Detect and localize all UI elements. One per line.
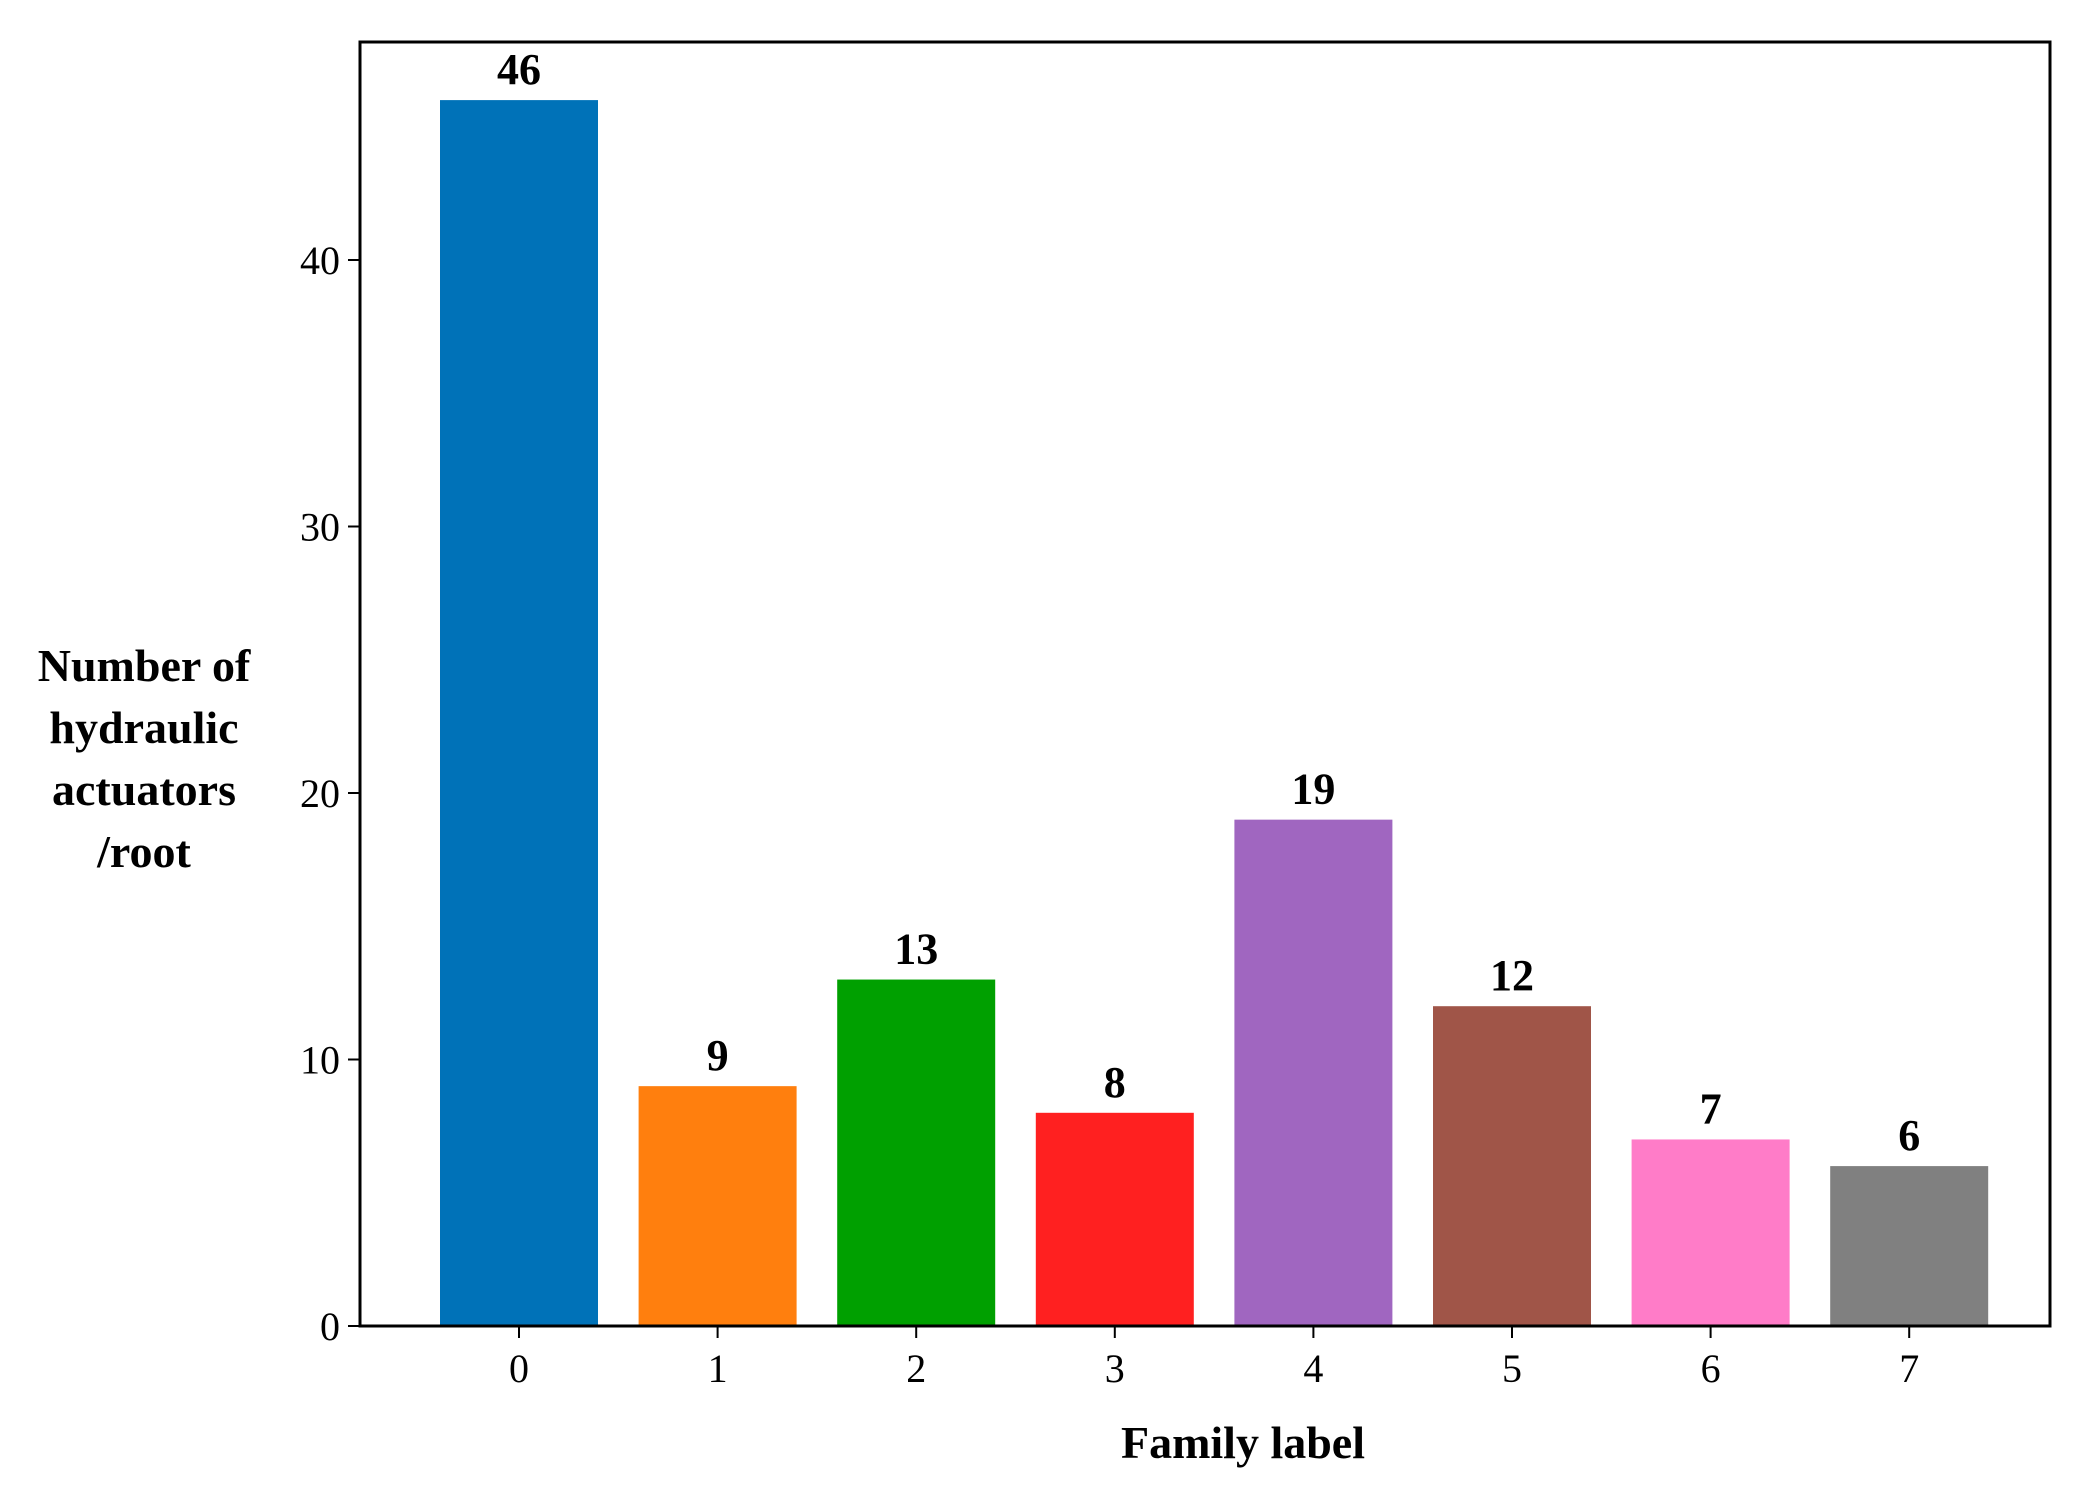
x-tick-label-3: 3 bbox=[1105, 1346, 1125, 1391]
y-axis: 0 10 20 30 40 bbox=[300, 238, 360, 1349]
x-tick-label-2: 2 bbox=[906, 1346, 926, 1391]
y-axis-title-line-1: Number of bbox=[38, 640, 251, 691]
y-tick-label-20: 20 bbox=[300, 771, 340, 816]
bar-3 bbox=[1035, 1112, 1194, 1326]
data-label-6: 7 bbox=[1700, 1084, 1722, 1133]
x-tick-label-4: 4 bbox=[1303, 1346, 1323, 1391]
bar-7 bbox=[1830, 1166, 1989, 1326]
data-label-3: 8 bbox=[1104, 1058, 1126, 1107]
y-tick-label-30: 30 bbox=[300, 505, 340, 550]
data-labels-group: 46 9 13 8 19 12 7 6 bbox=[497, 45, 1920, 1160]
bar-5 bbox=[1433, 1006, 1591, 1326]
plot-frame bbox=[358, 40, 2052, 1328]
x-tick-label-7: 7 bbox=[1899, 1346, 1919, 1391]
y-axis-title-line-4: /root bbox=[96, 826, 191, 877]
y-tick-label-40: 40 bbox=[300, 238, 340, 283]
data-label-0: 46 bbox=[497, 45, 541, 94]
data-label-7: 6 bbox=[1898, 1111, 1920, 1160]
data-label-1: 9 bbox=[707, 1031, 729, 1080]
y-axis-title-line-3: actuators bbox=[52, 764, 236, 815]
bar-1 bbox=[638, 1086, 797, 1326]
x-axis: 0 1 2 3 4 5 6 7 bbox=[509, 1326, 1919, 1391]
data-label-5: 12 bbox=[1490, 951, 1534, 1000]
bar-6 bbox=[1631, 1139, 1790, 1326]
x-tick-label-0: 0 bbox=[509, 1346, 529, 1391]
bar-4 bbox=[1234, 819, 1393, 1326]
data-label-4: 19 bbox=[1291, 765, 1335, 814]
y-axis-title: Number of hydraulic actuators/root bbox=[38, 640, 251, 877]
y-tick-label-10: 10 bbox=[300, 1038, 340, 1083]
data-label-2: 13 bbox=[894, 925, 938, 974]
y-tick-label-0: 0 bbox=[320, 1304, 340, 1349]
bar-2 bbox=[837, 979, 996, 1326]
x-tick-label-5: 5 bbox=[1502, 1346, 1522, 1391]
bar-0 bbox=[440, 100, 598, 1327]
y-axis-title-line-2: hydraulic bbox=[49, 702, 238, 753]
x-tick-label-6: 6 bbox=[1701, 1346, 1721, 1391]
x-axis-title: Family label bbox=[1121, 1417, 1365, 1468]
bars-group bbox=[440, 100, 1989, 1327]
x-tick-label-1: 1 bbox=[708, 1346, 728, 1391]
